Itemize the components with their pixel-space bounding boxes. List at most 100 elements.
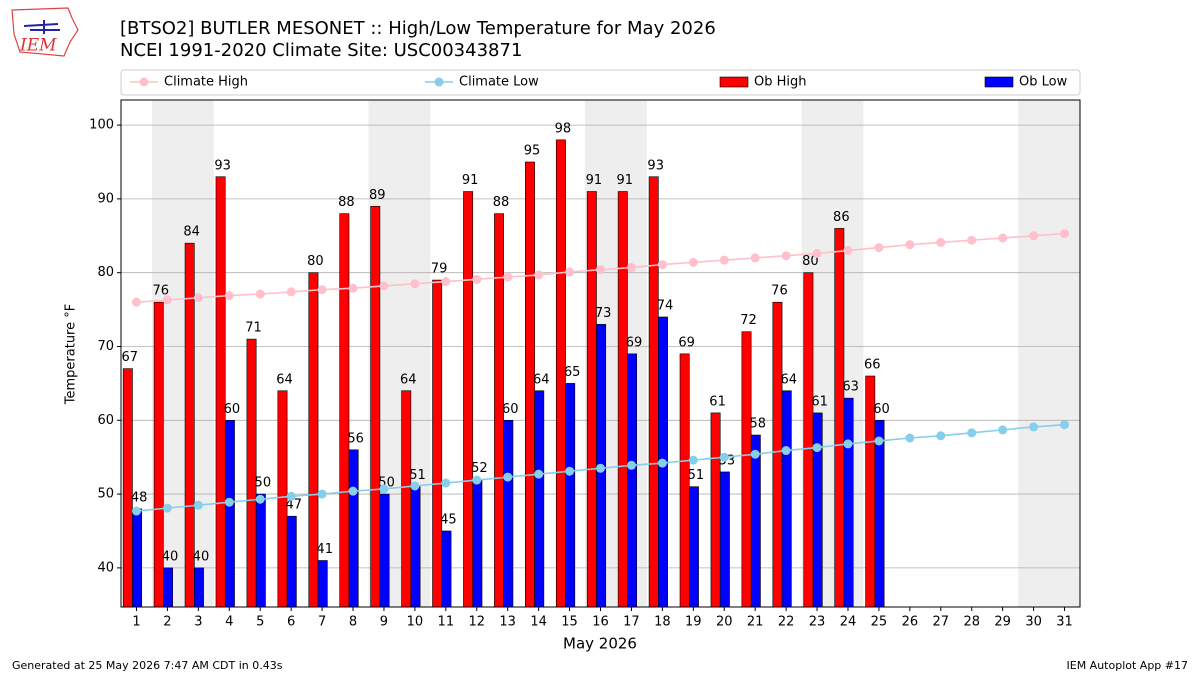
data-label: 60: [224, 402, 241, 417]
point: [936, 237, 946, 247]
y-tick-label: 50: [97, 487, 114, 502]
data-label: 74: [657, 298, 674, 313]
bar: [586, 191, 597, 608]
bar: [255, 493, 266, 608]
x-tick-label: 27: [933, 615, 950, 630]
point: [626, 263, 636, 273]
bar: [710, 412, 721, 608]
bar: [410, 486, 421, 608]
x-tick-label: 19: [685, 615, 702, 630]
footer-left: Generated at 25 May 2026 7:47 AM CDT in …: [12, 659, 283, 672]
point: [410, 279, 420, 289]
point: [905, 240, 915, 250]
point: [410, 481, 420, 491]
chart-title: [BTSO2] BUTLER MESONET :: High/Low Tempe…: [120, 18, 716, 39]
point: [162, 295, 172, 305]
bar: [463, 191, 474, 608]
bar: [772, 301, 783, 608]
point: [193, 500, 203, 510]
bar: [224, 419, 235, 608]
x-axis-label: May 2026: [563, 635, 637, 653]
y-tick-label: 40: [97, 560, 114, 575]
point: [224, 497, 234, 507]
bar: [370, 205, 381, 608]
x-tick-label: 24: [840, 615, 857, 630]
point: [1060, 229, 1070, 239]
x-tick-label: 18: [654, 615, 671, 630]
point: [472, 274, 482, 284]
x-tick-label: 3: [194, 615, 202, 630]
data-label: 79: [431, 262, 448, 277]
data-label: 56: [347, 431, 364, 446]
footer-right: IEM Autoplot App #17: [1067, 659, 1189, 672]
point: [719, 255, 729, 265]
point: [503, 472, 513, 482]
bar: [246, 338, 257, 608]
point: [1029, 422, 1039, 432]
x-tick-label: 16: [592, 615, 609, 630]
bar: [803, 272, 814, 608]
data-label: 88: [338, 195, 355, 210]
x-tick-label: 26: [902, 615, 919, 630]
data-label: 72: [740, 313, 757, 328]
bar: [503, 419, 514, 608]
point: [905, 433, 915, 443]
legend-label: Ob High: [754, 75, 807, 90]
x-tick-label: 1: [132, 615, 140, 630]
x-tick-label: 20: [716, 615, 733, 630]
x-tick-label: 12: [468, 615, 485, 630]
x-tick-label: 25: [871, 615, 888, 630]
point: [688, 455, 698, 465]
x-tick-label: 28: [963, 615, 980, 630]
data-label: 66: [864, 358, 881, 373]
data-label: 69: [678, 335, 695, 350]
y-tick-label: 70: [97, 339, 114, 354]
y-axis-label: Temperature °F: [64, 304, 79, 405]
point: [131, 297, 141, 307]
point: [565, 267, 575, 277]
point: [379, 484, 389, 494]
data-label: 98: [555, 121, 572, 136]
x-tick-label: 5: [256, 615, 264, 630]
data-label: 60: [502, 402, 519, 417]
point: [657, 458, 667, 468]
point: [750, 449, 760, 459]
data-label: 80: [307, 254, 324, 269]
y-tick-label: 80: [97, 265, 114, 280]
point: [812, 443, 822, 453]
point: [1029, 231, 1039, 241]
x-tick-label: 31: [1056, 615, 1073, 630]
bar: [648, 176, 659, 608]
bar: [781, 390, 792, 608]
point: [998, 425, 1008, 435]
bar: [339, 213, 350, 608]
data-label: 64: [780, 372, 797, 387]
data-label: 60: [873, 402, 890, 417]
x-tick-label: 21: [747, 615, 764, 630]
logo: IEM: [11, 7, 79, 57]
legend-swatch: [719, 76, 749, 88]
data-label: 69: [626, 335, 643, 350]
point: [874, 243, 884, 253]
point: [317, 285, 327, 295]
legend-box: [120, 69, 1081, 96]
data-label: 61: [811, 394, 828, 409]
point: [596, 463, 605, 473]
data-label: 91: [617, 173, 634, 188]
data-label: 63: [842, 380, 859, 395]
data-label: 89: [369, 188, 386, 203]
weekend-shade: [1018, 100, 1080, 607]
bar: [379, 493, 390, 608]
data-label: 61: [709, 394, 726, 409]
point: [843, 246, 853, 256]
bar: [874, 419, 885, 608]
point: [874, 436, 884, 446]
point: [967, 428, 977, 438]
data-label: 51: [409, 468, 426, 483]
bar: [534, 390, 545, 608]
point: [255, 494, 265, 504]
data-label: 50: [255, 476, 272, 491]
bar: [627, 353, 637, 608]
point: [812, 249, 822, 259]
point: [596, 265, 605, 275]
